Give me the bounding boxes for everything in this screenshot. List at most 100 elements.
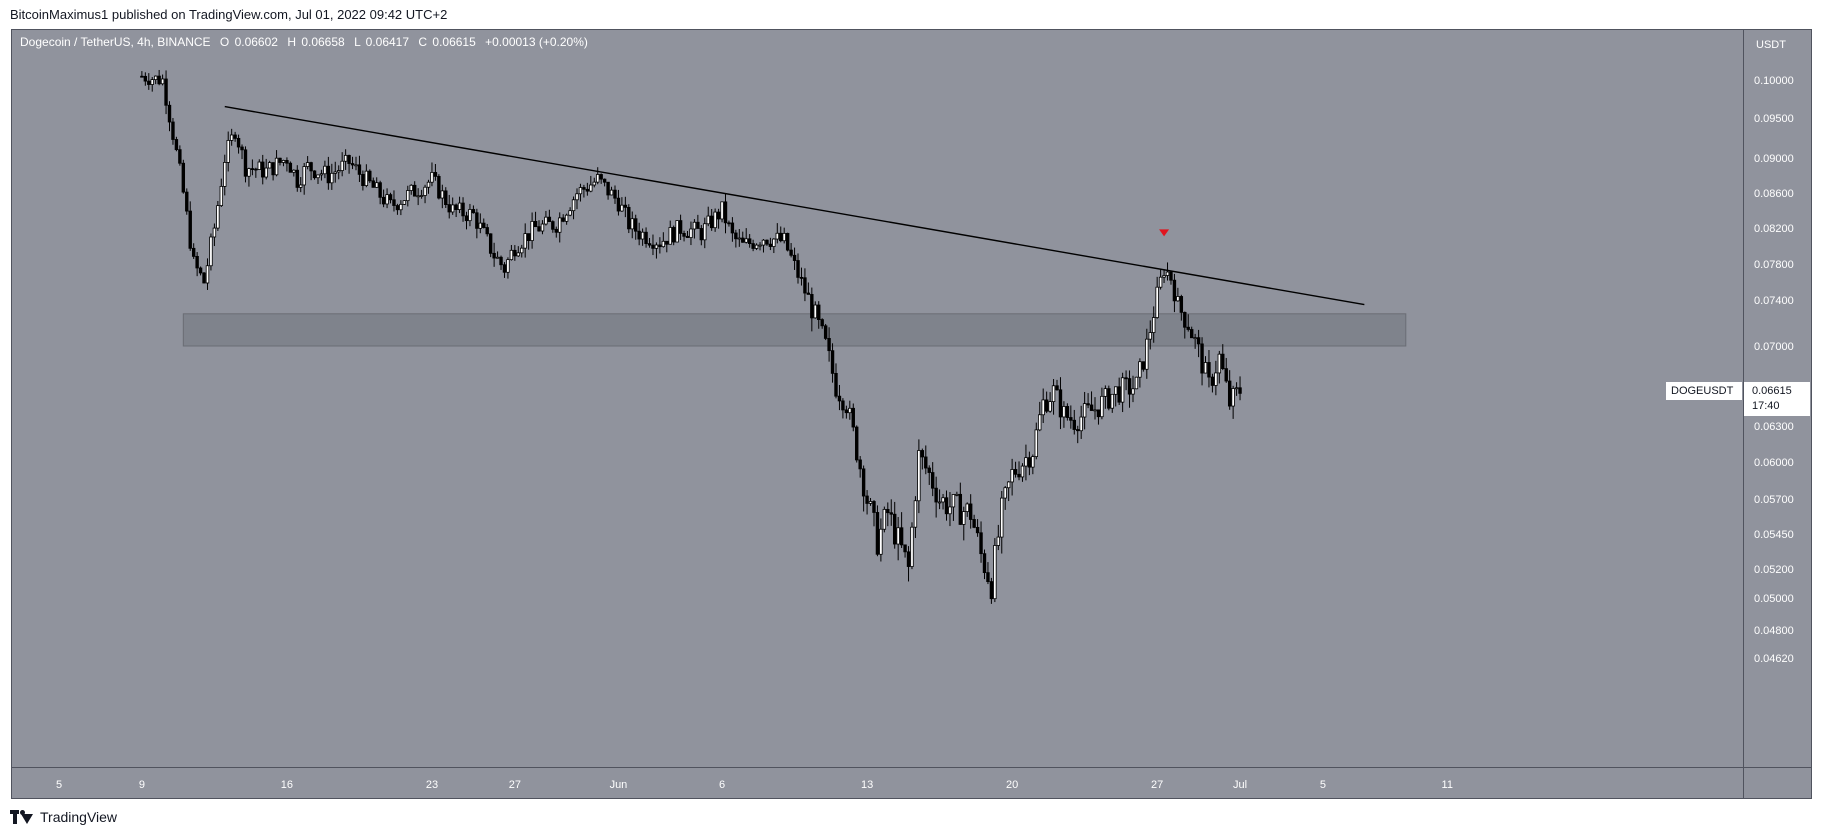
candle [316,174,320,185]
candle [202,272,206,284]
candle [447,194,451,219]
candle [1200,337,1204,386]
candle [734,229,738,248]
candle [302,162,306,195]
candle [174,136,179,152]
price-tick-label-12: 0.05200 [1754,564,1794,576]
candle [309,161,313,181]
price-tick-label-11: 0.05450 [1754,529,1794,541]
candle [1000,491,1004,554]
candle [879,518,883,562]
candle [1100,387,1104,420]
candlestick-chart[interactable]: 0.10000 0.09500 0.09000 0.08600 0.08200 0.078… [12,30,1811,798]
legend-l-value: 0.06417 [366,35,410,49]
candle [160,74,165,86]
candle [392,190,396,212]
candle [1127,370,1132,408]
candle [1020,463,1025,482]
candle [661,232,666,248]
candle [1069,405,1073,429]
candle [886,502,890,527]
candle [792,247,797,270]
candle [385,188,389,209]
footer-brand[interactable]: TradingView [10,806,117,828]
candle [571,196,576,220]
badge-ticker-bg [1666,382,1742,400]
candle [426,179,431,194]
candle [671,225,676,246]
candle [685,230,690,238]
candle [882,506,887,533]
candle [368,169,372,183]
candle [968,494,973,529]
legend-o-label: O [220,35,229,49]
candle [834,363,838,399]
candle [1062,401,1066,428]
candle [558,212,562,243]
candle [488,233,493,258]
candle [761,239,766,253]
time-ticks: 5 9 16 23 27 Jun 6 13 20 27 Jul 5 11 [56,779,1453,791]
candle [312,170,317,180]
candle [1013,461,1018,478]
candle [219,178,224,207]
candle [689,221,693,246]
badge-countdown: 17:40 [1752,400,1780,412]
candle [716,208,721,229]
candle [1103,385,1108,409]
candle [779,226,783,243]
candle [526,233,531,250]
candle [930,462,935,497]
candle [430,162,434,187]
candle [188,201,192,251]
candle [1207,350,1211,388]
candle [634,214,638,240]
candle [153,75,158,85]
candle [371,177,375,188]
price-tick-label-15: 0.04620 [1754,653,1794,665]
candle [699,225,704,246]
candle [1217,350,1222,384]
candle [520,244,524,258]
candle [150,76,154,92]
candle [1227,370,1232,410]
candle [295,165,299,192]
candle [226,131,230,172]
candle [924,445,928,475]
candle [582,184,586,198]
candle [423,184,427,204]
price-tick-label-2: 0.09000 [1754,153,1794,165]
candle [406,185,410,207]
candle [440,184,445,209]
candle [1193,333,1197,349]
candle [495,251,500,259]
candle [810,287,814,332]
candle [178,145,182,166]
candle [1017,461,1021,481]
candle [395,203,400,215]
candle [910,522,914,570]
candle [782,227,786,244]
candle [851,403,855,432]
candle [350,156,355,170]
down-triangle-marker-icon [1159,229,1170,237]
candle [340,152,344,177]
candle [720,201,724,223]
candle [982,549,987,580]
candle [837,384,842,411]
candle [1082,391,1087,430]
candle [651,234,655,256]
candle [1027,451,1032,476]
candle [758,242,762,251]
candle [247,167,251,187]
candle [602,178,607,187]
candle [347,154,351,174]
candle [509,245,514,261]
candle [803,268,807,302]
candle [1010,458,1014,496]
candle [229,128,234,146]
candle [744,228,748,244]
tradingview-logo-icon [10,810,34,824]
candle [640,228,645,246]
candle [789,243,793,258]
